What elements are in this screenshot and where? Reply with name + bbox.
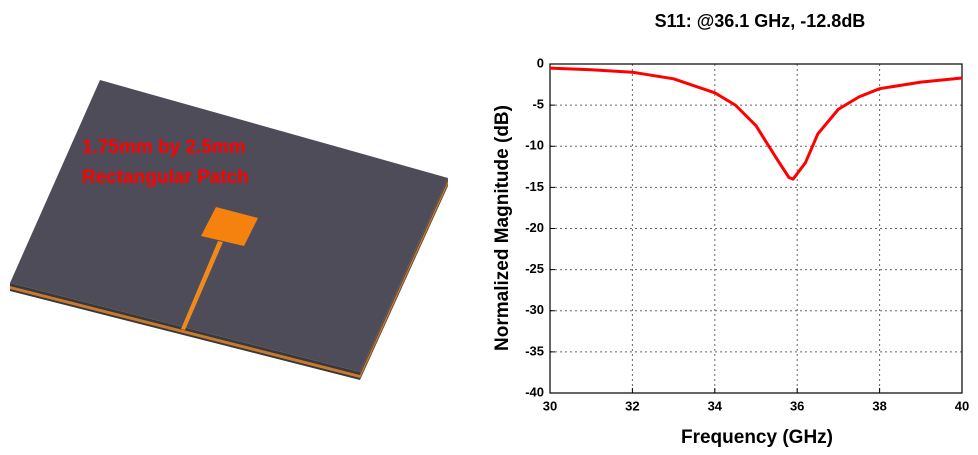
page: 1.75mm by 2.5mm Rectangular Patch S11: @…: [0, 0, 978, 455]
patch-label: 1.75mm by 2.5mm: [82, 137, 246, 158]
x-tick-label: 36: [790, 398, 804, 413]
y-tick-label: -25: [525, 261, 544, 276]
y-tick-label: -15: [525, 179, 544, 194]
x-tick-label: 34: [708, 398, 723, 413]
x-tick-label: 30: [543, 398, 557, 413]
x-axis-label: Frequency (GHz): [681, 427, 833, 448]
y-tick-label: -35: [525, 343, 544, 358]
y-axis-label: Normalized Magnitude (dB): [492, 105, 513, 351]
patch-label: Rectangular Patch: [82, 167, 249, 188]
chart-title: S11: @36.1 GHz, -12.8dB: [655, 11, 866, 31]
y-tick-label: -30: [525, 302, 544, 317]
y-tick-label: 0: [537, 55, 544, 70]
antenna-drawing: 1.75mm by 2.5mm Rectangular Patch: [10, 80, 448, 380]
x-tick-label: 40: [955, 398, 969, 413]
y-tick-label: -40: [525, 384, 544, 399]
y-tick-label: -20: [525, 220, 544, 235]
y-tick-label: -10: [525, 138, 544, 153]
x-tick-label: 32: [625, 398, 639, 413]
x-tick-label: 38: [872, 398, 886, 413]
y-tick-label: -5: [532, 97, 544, 112]
